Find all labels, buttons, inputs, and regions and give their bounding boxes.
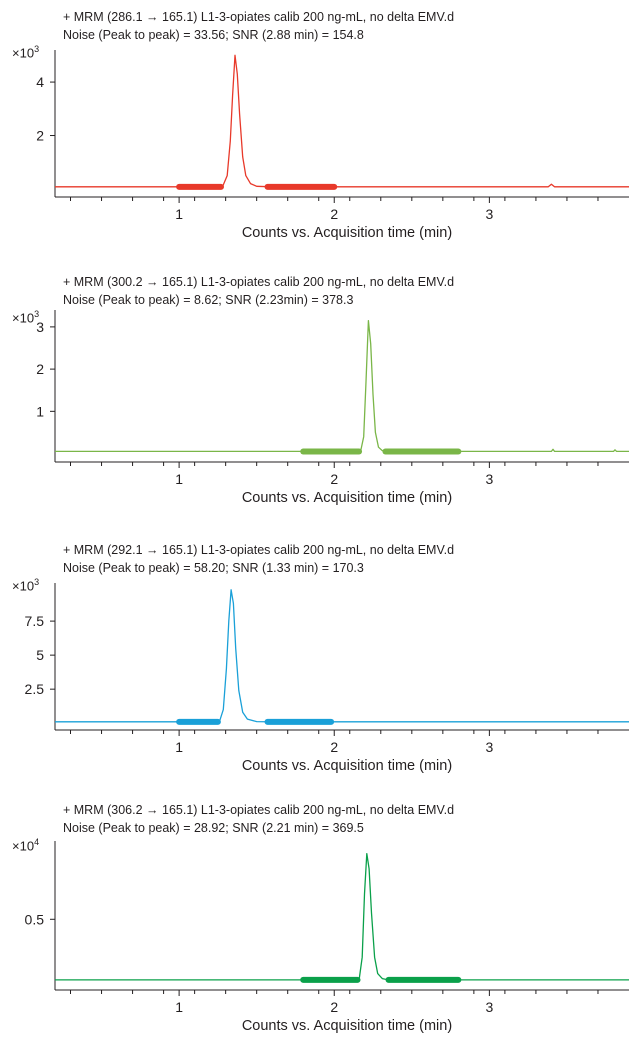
chart-title: + MRM (286.1 → 165.1) L1-3-opiates calib… xyxy=(63,10,455,24)
chart-title: + MRM (300.2 → 165.1) L1-3-opiates calib… xyxy=(63,275,455,289)
x-tick-label: 3 xyxy=(485,206,493,222)
series-line xyxy=(55,54,629,188)
chart-title: + MRM (306.2 → 165.1) L1-3-opiates calib… xyxy=(63,803,455,817)
x-tick-label: 3 xyxy=(485,999,493,1015)
x-axis-label: Counts vs. Acquisition time (min) xyxy=(241,1018,453,1034)
x-tick-label: 1 xyxy=(175,739,183,755)
x-tick-label: 2 xyxy=(330,999,338,1015)
x-tick-label: 3 xyxy=(485,471,493,487)
chart-panel-3: + MRM (292.1 → 165.1) L1-3-opiates calib… xyxy=(0,533,629,785)
y-tick-label: 2 xyxy=(36,128,44,144)
chart-subtitle: Noise (Peak to peak) = 8.62; SNR (2.23mi… xyxy=(63,293,354,307)
series-line xyxy=(55,319,629,453)
y-multiplier: ×104 xyxy=(12,837,39,853)
y-tick-label: 7.5 xyxy=(25,613,45,629)
x-tick-label: 1 xyxy=(175,471,183,487)
y-tick-label: 4 xyxy=(36,74,44,90)
chart-panel-4: + MRM (306.2 → 165.1) L1-3-opiates calib… xyxy=(0,793,629,1045)
y-multiplier-base: ×10 xyxy=(12,45,35,61)
x-tick-label: 2 xyxy=(330,739,338,755)
y-tick-label: 3 xyxy=(36,319,44,335)
chart-subtitle: Noise (Peak to peak) = 28.92; SNR (2.21 … xyxy=(63,821,364,835)
x-axis-label: Counts vs. Acquisition time (min) xyxy=(241,490,453,506)
y-multiplier: ×103 xyxy=(12,577,39,593)
y-tick-label: 2.5 xyxy=(25,681,45,697)
x-tick-label: 3 xyxy=(485,739,493,755)
chart-subtitle: Noise (Peak to peak) = 33.56; SNR (2.88 … xyxy=(63,28,364,42)
x-tick-label: 2 xyxy=(330,206,338,222)
x-axis-label: Counts vs. Acquisition time (min) xyxy=(241,225,453,241)
x-tick-label: 1 xyxy=(175,206,183,222)
x-tick-label: 1 xyxy=(175,999,183,1015)
chart-panel-1: + MRM (286.1 → 165.1) L1-3-opiates calib… xyxy=(0,0,629,252)
y-tick-label: 1 xyxy=(36,403,44,419)
y-multiplier-exponent: 4 xyxy=(34,837,40,847)
series-line xyxy=(55,852,629,981)
y-multiplier-exponent: 3 xyxy=(34,309,40,319)
chart-subtitle: Noise (Peak to peak) = 58.20; SNR (1.33 … xyxy=(63,561,364,575)
y-multiplier-base: ×10 xyxy=(12,310,35,326)
y-tick-label: 0.5 xyxy=(25,911,45,927)
chart-panel-2: + MRM (300.2 → 165.1) L1-3-opiates calib… xyxy=(0,265,629,517)
chart-svg: 1 2 3 2.5 5 7.5 xyxy=(25,583,629,755)
series-line xyxy=(55,589,629,723)
y-tick-label: 2 xyxy=(36,361,44,377)
y-tick-label: 5 xyxy=(36,647,44,663)
x-tick-label: 2 xyxy=(330,471,338,487)
chart-svg: 1 2 3 2 4 xyxy=(36,50,629,222)
y-multiplier-exponent: 3 xyxy=(34,577,40,587)
y-multiplier: ×103 xyxy=(12,44,39,60)
x-axis-label: Counts vs. Acquisition time (min) xyxy=(241,758,453,774)
y-multiplier-base: ×10 xyxy=(12,838,35,854)
chart-svg: 1 2 3 1 2 3 xyxy=(36,310,629,487)
y-multiplier-exponent: 3 xyxy=(34,44,40,54)
y-multiplier: ×103 xyxy=(12,309,39,325)
chart-svg: 1 2 3 0.5 xyxy=(25,841,629,1015)
chart-title: + MRM (292.1 → 165.1) L1-3-opiates calib… xyxy=(63,543,455,557)
y-multiplier-base: ×10 xyxy=(12,578,35,594)
